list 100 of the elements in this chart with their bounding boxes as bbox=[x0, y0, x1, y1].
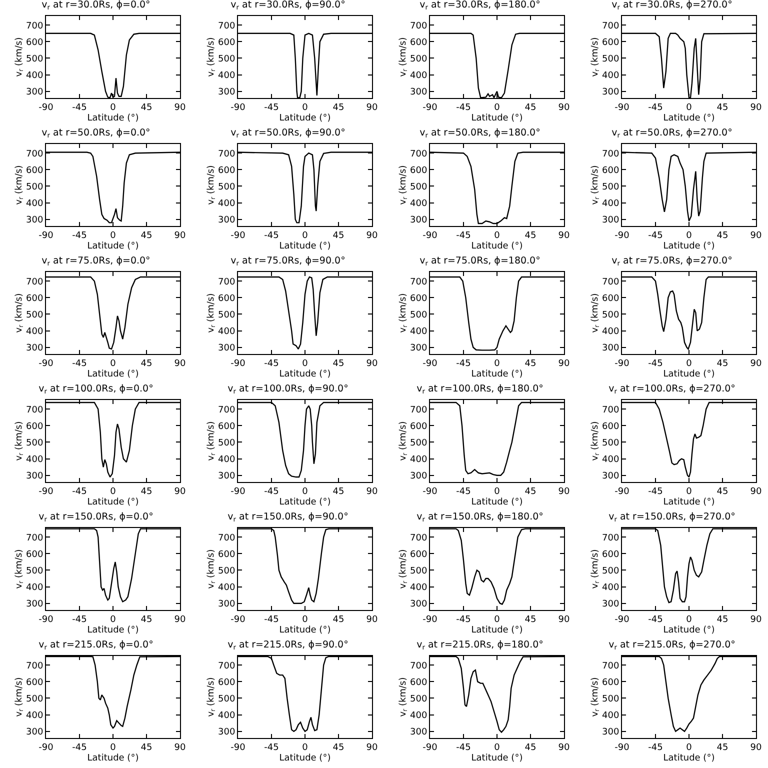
x-tick-label: 90 bbox=[366, 358, 378, 369]
x-axis-title: Latitude (°) bbox=[87, 626, 139, 636]
x-tick-label: 0 bbox=[110, 102, 116, 113]
x-tick-label: -45 bbox=[648, 102, 663, 113]
y-tick-label: 500 bbox=[602, 694, 620, 704]
x-tick-label: -90 bbox=[614, 614, 630, 625]
x-tick-label: 45 bbox=[524, 102, 536, 113]
chart-title: v$_{r}$ at r=100.0Rs, ϕ=0.0° bbox=[38, 383, 154, 396]
x-tick-label: 0 bbox=[110, 230, 116, 241]
y-tick-label: 300 bbox=[26, 216, 44, 226]
x-tick-label: -45 bbox=[72, 614, 87, 625]
y-tick-label: 600 bbox=[218, 422, 236, 432]
x-tick-label: 90 bbox=[174, 742, 186, 753]
x-tick-label: 0 bbox=[494, 486, 500, 497]
y-tick-label: 700 bbox=[602, 277, 620, 288]
x-axis-title: Latitude (°) bbox=[87, 114, 139, 124]
x-tick-label: -45 bbox=[264, 102, 279, 113]
y-tick-label: 500 bbox=[410, 694, 428, 704]
x-axis-title: Latitude (°) bbox=[279, 242, 331, 252]
x-tick-label: 45 bbox=[332, 486, 344, 497]
x-tick-label: 45 bbox=[716, 230, 728, 241]
y-tick-label: 500 bbox=[410, 566, 428, 576]
y-tick-label: 600 bbox=[602, 550, 620, 560]
y-tick-label: 500 bbox=[218, 694, 236, 704]
y-tick-label: 400 bbox=[602, 198, 620, 209]
x-tick-label: 90 bbox=[366, 230, 378, 241]
y-tick-label: 400 bbox=[410, 198, 428, 209]
x-tick-label: -45 bbox=[648, 614, 663, 625]
x-tick-label: -90 bbox=[230, 358, 246, 369]
y-tick-label: 300 bbox=[26, 728, 44, 738]
x-tick-label: 45 bbox=[524, 486, 536, 497]
y-tick-label: 700 bbox=[218, 661, 236, 672]
y-tick-label: 700 bbox=[410, 21, 428, 32]
x-tick-label: 90 bbox=[366, 486, 378, 497]
x-tick-label: 0 bbox=[302, 358, 308, 369]
y-tick-label: 500 bbox=[26, 310, 44, 320]
y-tick-label: 400 bbox=[410, 326, 428, 337]
x-tick-label: 45 bbox=[332, 614, 344, 625]
y-tick-label: 500 bbox=[26, 182, 44, 192]
x-tick-label: -45 bbox=[648, 358, 663, 369]
y-tick-label: 700 bbox=[26, 277, 44, 288]
x-axis-title: Latitude (°) bbox=[663, 370, 715, 380]
x-tick-label: 0 bbox=[686, 614, 692, 625]
y-tick-label: 700 bbox=[410, 405, 428, 416]
y-tick-label: 600 bbox=[602, 38, 620, 48]
x-tick-label: 0 bbox=[302, 230, 308, 241]
y-tick-label: 400 bbox=[26, 326, 44, 337]
y-tick-label: 600 bbox=[602, 422, 620, 432]
y-tick-label: 600 bbox=[26, 422, 44, 432]
y-tick-label: 400 bbox=[602, 710, 620, 721]
y-tick-label: 700 bbox=[410, 661, 428, 672]
y-tick-label: 600 bbox=[602, 166, 620, 176]
x-tick-label: -45 bbox=[72, 358, 87, 369]
x-tick-label: 45 bbox=[716, 102, 728, 113]
y-tick-label: 600 bbox=[410, 166, 428, 176]
x-tick-label: -45 bbox=[264, 358, 279, 369]
x-tick-label: -90 bbox=[38, 230, 54, 241]
x-tick-label: -90 bbox=[422, 102, 438, 113]
y-tick-label: 600 bbox=[218, 38, 236, 48]
y-tick-label: 500 bbox=[26, 54, 44, 64]
x-axis-title: Latitude (°) bbox=[279, 498, 331, 508]
y-tick-label: 400 bbox=[218, 710, 236, 721]
x-axis-title: Latitude (°) bbox=[279, 754, 331, 764]
x-tick-label: 0 bbox=[110, 358, 116, 369]
y-tick-label: 400 bbox=[410, 710, 428, 721]
x-tick-label: 45 bbox=[140, 358, 152, 369]
y-tick-label: 600 bbox=[26, 294, 44, 304]
x-tick-label: 0 bbox=[302, 614, 308, 625]
line-series bbox=[430, 276, 564, 351]
y-tick-label: 400 bbox=[602, 326, 620, 337]
x-tick-label: -45 bbox=[648, 230, 663, 241]
x-axis-title: Latitude (°) bbox=[663, 498, 715, 508]
x-tick-label: 0 bbox=[686, 742, 692, 753]
y-tick-label: 600 bbox=[602, 678, 620, 688]
x-tick-label: -90 bbox=[614, 742, 630, 753]
x-tick-label: -90 bbox=[230, 614, 246, 625]
x-tick-label: 45 bbox=[332, 230, 344, 241]
line-series bbox=[622, 276, 756, 350]
x-tick-label: -45 bbox=[648, 486, 663, 497]
x-tick-label: 90 bbox=[366, 614, 378, 625]
x-tick-label: 90 bbox=[558, 102, 570, 113]
x-tick-label: -45 bbox=[72, 102, 87, 113]
x-tick-label: 45 bbox=[140, 230, 152, 241]
chart-title: v$_{r}$ at r=215.0Rs, ϕ=0.0° bbox=[38, 639, 154, 652]
x-tick-label: -90 bbox=[422, 358, 438, 369]
y-tick-label: 500 bbox=[218, 54, 236, 64]
y-tick-label: 300 bbox=[410, 472, 428, 482]
y-tick-label: 700 bbox=[410, 533, 428, 544]
y-tick-label: 300 bbox=[218, 600, 236, 610]
y-tick-label: 600 bbox=[602, 294, 620, 304]
y-tick-label: 300 bbox=[26, 600, 44, 610]
y-tick-label: 400 bbox=[410, 70, 428, 81]
x-tick-label: 0 bbox=[110, 742, 116, 753]
x-tick-label: -90 bbox=[38, 358, 54, 369]
y-tick-label: 700 bbox=[218, 277, 236, 288]
x-tick-label: 90 bbox=[174, 102, 186, 113]
y-tick-label: 400 bbox=[218, 326, 236, 337]
x-tick-label: -90 bbox=[422, 614, 438, 625]
x-tick-label: 0 bbox=[494, 742, 500, 753]
chart-title: v$_{r}$ at r=100.0Rs, ϕ=270.0° bbox=[608, 383, 736, 396]
